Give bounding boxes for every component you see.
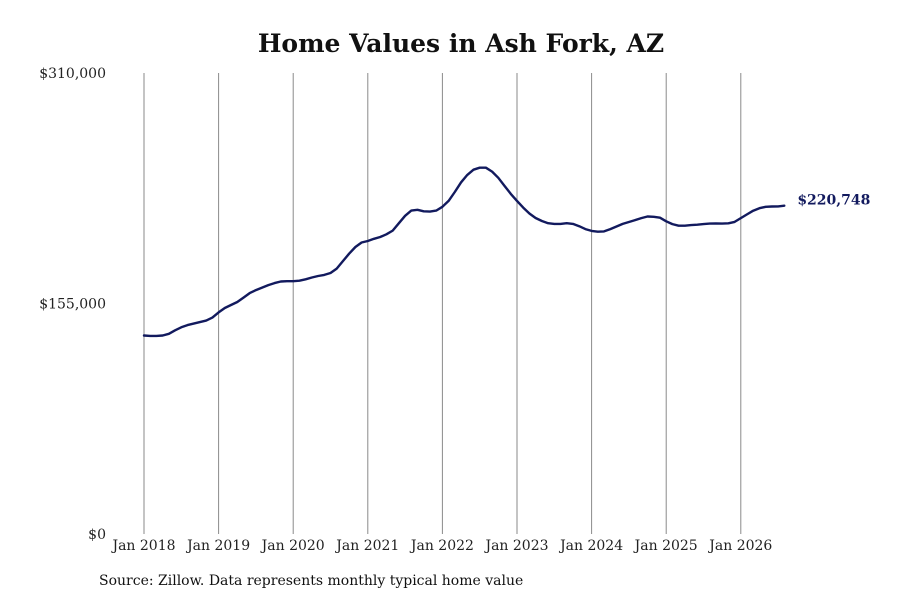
y-tick-label: $155,000 xyxy=(39,297,106,313)
x-tick-label: Jan 2020 xyxy=(260,538,325,554)
x-tick-label: Jan 2018 xyxy=(110,538,175,554)
x-axis-ticks: Jan 2018 Jan 2019 Jan 2020 Jan 2021 Jan 2022… xyxy=(110,538,772,554)
series-layer xyxy=(142,166,786,338)
x-tick-label: Jan 2021 xyxy=(334,538,399,554)
chart-title: Home Values in Ash Fork, AZ xyxy=(258,29,664,58)
x-tick-label: Jan 2019 xyxy=(185,538,250,554)
y-tick-label: $310,000 xyxy=(39,66,106,82)
x-tick-label: Jan 2026 xyxy=(707,538,772,554)
x-tick-label: Jan 2025 xyxy=(633,538,698,554)
source-note: Source: Zillow. Data represents monthly … xyxy=(99,573,524,589)
x-tick-label: Jan 2022 xyxy=(409,538,474,554)
end-value-label: $220,748 xyxy=(797,193,870,209)
x-tick-label: Jan 2023 xyxy=(483,538,548,554)
y-axis-ticks: $0 $155,000 $310,000 xyxy=(39,66,106,543)
y-tick-label: $0 xyxy=(88,527,106,543)
home-value-line xyxy=(142,166,786,338)
x-tick-label: Jan 2024 xyxy=(558,538,623,554)
gridlines xyxy=(143,73,742,534)
